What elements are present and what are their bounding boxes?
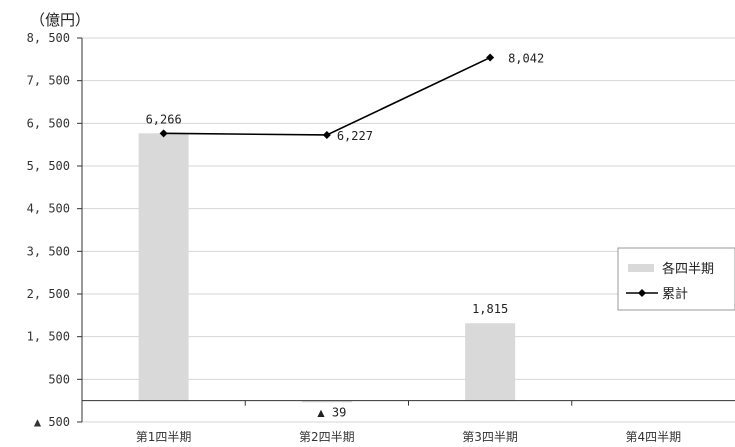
legend-marker — [638, 289, 646, 297]
x-tick-label: 第3四半期 — [462, 430, 518, 444]
legend-swatch-bar — [628, 264, 654, 272]
x-tick-label: 第4四半期 — [626, 430, 682, 444]
y-tick-label: ▲ 500 — [34, 415, 70, 429]
line-marker — [322, 130, 331, 139]
bar-series — [138, 133, 516, 403]
line-series — [159, 53, 495, 139]
y-tick-label: 4, 500 — [27, 202, 70, 216]
legend-label-bar: 各四半期 — [662, 261, 714, 277]
legend-label-line: 累計 — [662, 286, 688, 302]
unit-label: （億円） — [30, 11, 90, 29]
axes: ▲ 500 500 1, 500 2, 500 3, 500 4, 500 5, 500 6,… — [27, 31, 735, 444]
legend-box — [617, 247, 735, 311]
data-labels: 6,266 6,227 8,042 ▲ 39 1,815 — [146, 52, 545, 420]
line-data-label: 6,266 — [146, 112, 182, 126]
line-data-label: 8,042 — [508, 52, 544, 66]
bar-data-label: 1,815 — [472, 302, 508, 316]
y-tick-label: 7, 500 — [27, 74, 70, 88]
line-data-label: 6,227 — [337, 129, 373, 143]
y-tick-label: 500 — [48, 372, 70, 386]
y-tick-label: 2, 500 — [27, 287, 70, 301]
line-marker — [159, 129, 168, 138]
gridlines — [82, 37, 735, 423]
bar — [138, 133, 189, 401]
bar-data-label: ▲ 39 — [317, 406, 346, 420]
x-tick-label: 第1四半期 — [136, 430, 192, 444]
bar — [301, 400, 352, 403]
y-tick-label: 8, 500 — [27, 31, 70, 45]
y-tick-label: 3, 500 — [27, 244, 70, 258]
line-marker — [486, 53, 495, 62]
y-tick-label: 6, 500 — [27, 116, 70, 130]
bar — [465, 323, 516, 401]
y-tick-label: 5, 500 — [27, 159, 70, 173]
y-tick-label: 1, 500 — [27, 330, 70, 344]
x-tick-label: 第2四半期 — [299, 430, 355, 444]
